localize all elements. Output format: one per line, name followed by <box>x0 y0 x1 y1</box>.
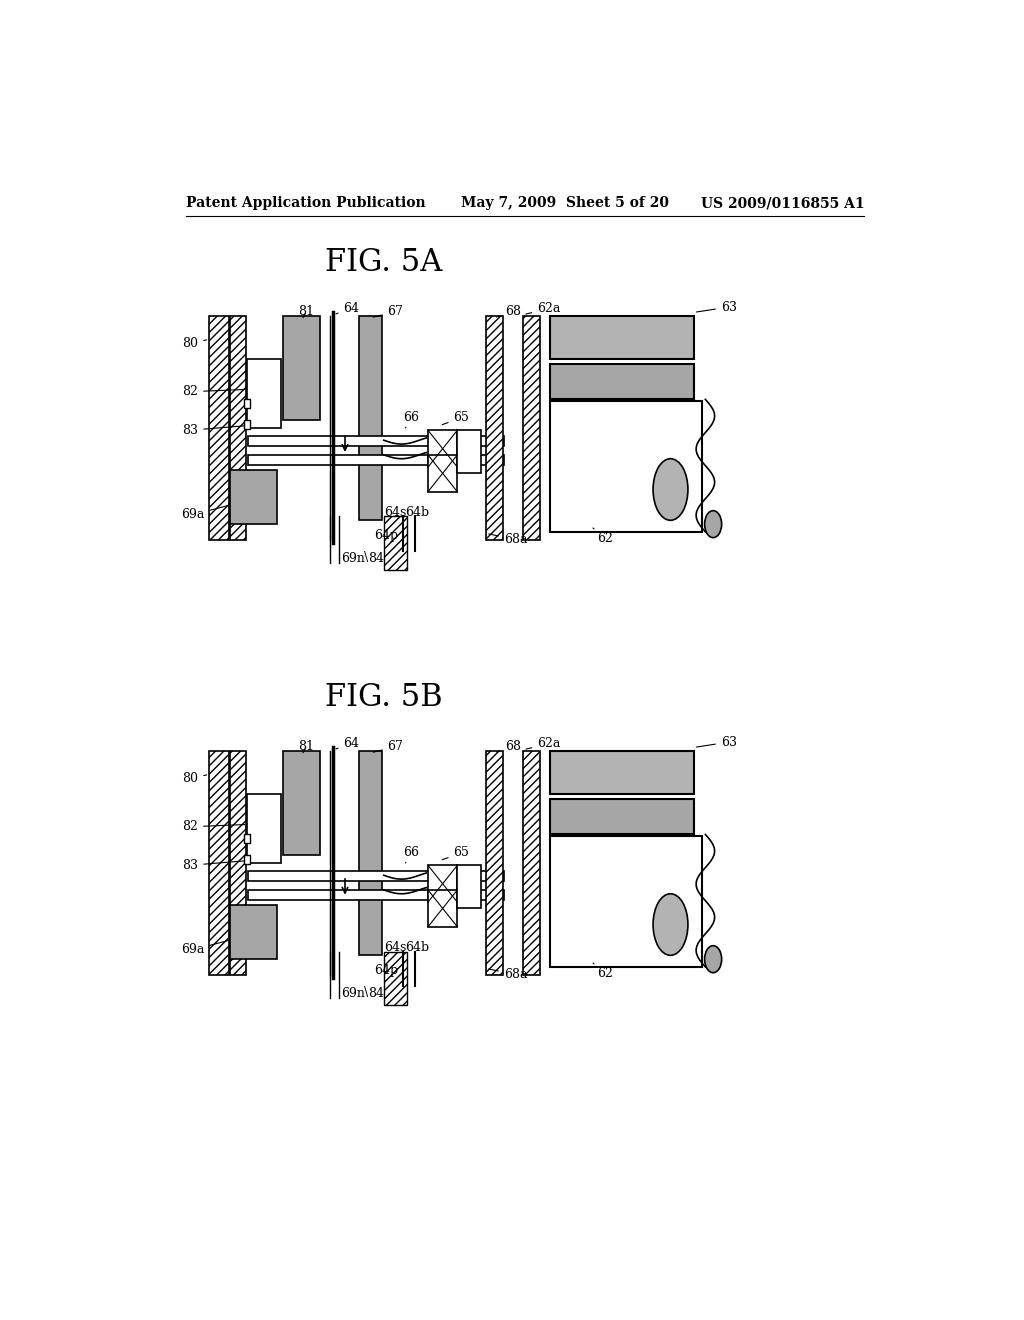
Bar <box>248 455 504 465</box>
Bar <box>523 317 541 540</box>
Bar <box>671 836 693 851</box>
Text: 62a: 62a <box>526 302 560 315</box>
Bar <box>248 436 504 446</box>
Text: 83: 83 <box>182 859 245 871</box>
Bar <box>550 317 693 359</box>
Bar <box>428 455 458 492</box>
Bar <box>248 793 282 863</box>
Text: \: \ <box>365 986 369 999</box>
Bar <box>671 401 693 416</box>
Text: 67: 67 <box>374 741 403 754</box>
Text: 64: 64 <box>336 737 359 750</box>
Text: 64p: 64p <box>375 964 398 977</box>
Bar <box>248 359 282 428</box>
Text: 82: 82 <box>182 385 245 399</box>
Ellipse shape <box>653 459 688 520</box>
Text: \: \ <box>365 550 369 564</box>
Text: 82: 82 <box>182 820 245 833</box>
Text: 68a: 68a <box>488 968 527 981</box>
Text: 67: 67 <box>374 305 403 318</box>
Bar <box>384 516 407 570</box>
Ellipse shape <box>705 945 722 973</box>
Bar <box>209 317 228 540</box>
Bar <box>428 890 458 927</box>
Bar <box>486 751 503 974</box>
Text: 64p: 64p <box>375 529 398 543</box>
Text: Patent Application Publication: Patent Application Publication <box>186 197 426 210</box>
Text: 65: 65 <box>442 846 469 859</box>
Circle shape <box>466 433 480 447</box>
Bar <box>550 799 693 834</box>
Bar <box>230 470 276 524</box>
Bar <box>245 399 251 408</box>
Text: 64b: 64b <box>406 506 430 519</box>
Text: FIG. 5B: FIG. 5B <box>325 682 442 713</box>
Bar <box>550 364 693 399</box>
Bar <box>359 317 382 520</box>
Bar <box>384 952 407 1006</box>
Text: 66: 66 <box>403 846 419 863</box>
Text: 64s: 64s <box>384 941 407 954</box>
Bar <box>550 836 701 966</box>
Bar <box>245 834 251 843</box>
Bar <box>359 751 382 956</box>
Text: 83: 83 <box>182 424 245 437</box>
Ellipse shape <box>705 511 722 537</box>
Text: 65: 65 <box>442 412 469 425</box>
Text: 63: 63 <box>696 301 737 314</box>
Bar <box>245 420 251 429</box>
Text: 66: 66 <box>403 412 419 428</box>
Text: 64b: 64b <box>406 941 430 954</box>
Bar <box>550 401 701 532</box>
Bar <box>209 751 228 974</box>
Bar <box>486 317 503 540</box>
Bar <box>230 317 246 540</box>
Circle shape <box>466 891 480 904</box>
Bar <box>283 317 321 420</box>
Bar <box>458 866 480 908</box>
Bar <box>523 751 541 974</box>
Text: 69n: 69n <box>341 987 365 1001</box>
Text: 62: 62 <box>593 964 612 979</box>
Text: 63: 63 <box>696 735 737 748</box>
Bar <box>458 430 480 473</box>
Bar <box>248 871 504 880</box>
Text: 69a: 69a <box>180 506 227 521</box>
Text: 84: 84 <box>369 987 384 1001</box>
Text: 62: 62 <box>593 528 612 545</box>
Text: 62a: 62a <box>526 737 560 750</box>
Bar <box>428 430 458 467</box>
Ellipse shape <box>653 894 688 956</box>
Bar <box>248 890 504 900</box>
Bar <box>283 751 321 855</box>
Text: 68: 68 <box>497 741 521 754</box>
Text: 81: 81 <box>299 741 314 754</box>
Text: 68: 68 <box>497 305 521 318</box>
Bar <box>230 906 276 960</box>
Text: 80: 80 <box>182 772 207 785</box>
Text: 80: 80 <box>182 337 207 350</box>
Bar <box>245 855 251 865</box>
Text: 68a: 68a <box>488 533 527 546</box>
Text: May 7, 2009  Sheet 5 of 20: May 7, 2009 Sheet 5 of 20 <box>461 197 670 210</box>
Circle shape <box>466 455 480 470</box>
Text: 69a: 69a <box>180 941 227 957</box>
Text: 64s: 64s <box>384 506 407 519</box>
Text: 69n: 69n <box>341 552 365 565</box>
Text: 81: 81 <box>299 305 314 318</box>
Text: FIG. 5A: FIG. 5A <box>325 247 442 277</box>
Bar <box>428 866 458 903</box>
Text: 64: 64 <box>336 302 359 315</box>
Bar <box>550 751 693 793</box>
Bar <box>230 751 246 974</box>
Text: 84: 84 <box>369 552 384 565</box>
Circle shape <box>466 869 480 882</box>
Text: US 2009/0116855 A1: US 2009/0116855 A1 <box>700 197 864 210</box>
